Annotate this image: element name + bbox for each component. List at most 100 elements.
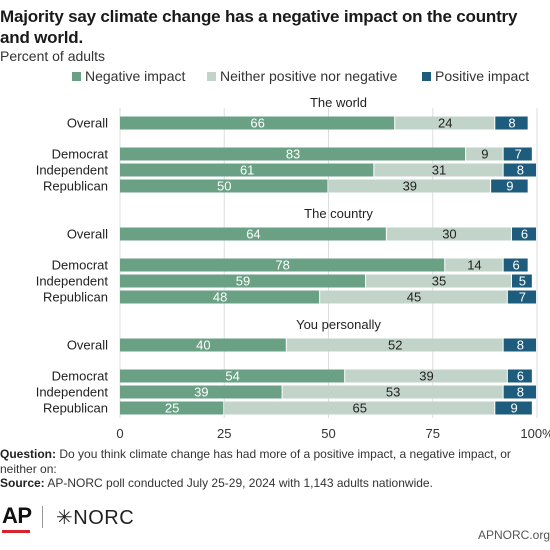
legend-label-positive: Positive impact <box>435 68 530 84</box>
data-label-neither: 65 <box>353 401 367 416</box>
bar-segment-negative-the-world-democrat <box>120 147 466 161</box>
data-label-negative: 83 <box>286 147 300 162</box>
bar-segment-neither-the-world-democrat <box>466 147 503 161</box>
category-label: Republican <box>43 401 108 416</box>
data-label-neither: 30 <box>442 227 456 242</box>
data-label-neither: 52 <box>388 338 402 353</box>
bar-segment-positive-the-world-republican <box>491 179 528 193</box>
data-label-positive: 6 <box>517 369 524 384</box>
bar-segment-neither-the-world-overall <box>395 116 495 130</box>
x-tick-label: 100% <box>520 426 550 441</box>
group-label: You personally <box>296 317 381 332</box>
data-label-negative: 78 <box>275 258 289 273</box>
legend-label-negative: Negative impact <box>85 68 186 84</box>
data-label-neither: 53 <box>386 385 400 400</box>
legend-swatch-neither <box>207 72 216 81</box>
bar-segment-positive-the-world-independent <box>503 163 536 177</box>
legend: Negative impact Neither positive nor neg… <box>0 68 550 86</box>
bar-segment-positive-the-world-overall <box>495 116 528 130</box>
bar-segment-positive-the-country-overall <box>511 227 536 241</box>
data-label-negative: 50 <box>217 179 231 194</box>
bar-segment-neither-the-country-republican <box>320 290 507 304</box>
bar-segment-positive-the-country-republican <box>507 290 536 304</box>
data-label-negative: 48 <box>213 290 227 305</box>
bar-segment-neither-you-personally-overall <box>286 338 503 352</box>
data-label-neither: 35 <box>432 274 446 289</box>
norc-logo-text: NORC <box>73 507 135 529</box>
category-label: Independent <box>36 385 109 400</box>
logo-divider <box>42 506 43 528</box>
category-label: Independent <box>36 163 109 178</box>
legend-item-positive: Positive impact <box>422 68 529 84</box>
bar-segment-neither-you-personally-democrat <box>345 369 507 383</box>
bar-segment-negative-the-country-independent <box>120 274 366 288</box>
legend-swatch-negative <box>72 72 81 81</box>
data-label-neither: 9 <box>481 147 488 162</box>
bar-segment-neither-the-world-republican <box>328 179 491 193</box>
question-text: Do you think climate change has had more… <box>0 447 511 476</box>
bar-segment-negative-you-personally-independent <box>120 385 282 399</box>
category-label: Independent <box>36 274 109 289</box>
bar-segment-neither-the-country-independent <box>366 274 511 288</box>
data-label-negative: 61 <box>240 163 254 178</box>
bar-segment-negative-the-world-republican <box>120 179 328 193</box>
question-label: Question: <box>0 447 56 461</box>
data-label-neither: 39 <box>403 179 417 194</box>
legend-item-negative: Negative impact <box>72 68 185 84</box>
bar-segment-neither-the-country-overall <box>386 227 511 241</box>
data-label-positive: 8 <box>508 116 515 131</box>
bar-segment-positive-the-world-democrat <box>503 147 532 161</box>
data-label-neither: 39 <box>419 369 433 384</box>
data-label-positive: 8 <box>517 385 524 400</box>
data-label-negative: 40 <box>196 338 210 353</box>
ap-logo: AP <box>2 503 32 528</box>
source-text: AP-NORC poll conducted July 25-29, 2024 … <box>47 476 433 490</box>
data-label-positive: 9 <box>510 401 517 416</box>
source-note: Source: AP-NORC poll conducted July 25-2… <box>0 476 548 491</box>
data-label-positive: 8 <box>517 163 524 178</box>
bar-segment-negative-you-personally-democrat <box>120 369 345 383</box>
chart-footer: Question: Do you think climate change ha… <box>0 447 548 491</box>
data-label-positive: 6 <box>513 258 520 273</box>
x-tick-label: 0 <box>116 426 123 441</box>
category-label: Republican <box>43 179 108 194</box>
bar-segment-neither-the-world-independent <box>374 163 503 177</box>
bar-segment-positive-you-personally-republican <box>495 401 532 415</box>
legend-item-neither: Neither positive nor negative <box>207 68 397 84</box>
category-label: Overall <box>67 338 108 353</box>
data-label-neither: 24 <box>438 116 452 131</box>
data-label-positive: 7 <box>519 290 526 305</box>
site-url: APNORC.org <box>477 528 550 542</box>
category-label: Republican <box>43 290 108 305</box>
bar-segment-neither-you-personally-republican <box>224 401 495 415</box>
data-label-neither: 45 <box>407 290 421 305</box>
x-tick-label: 25 <box>217 426 231 441</box>
data-label-negative: 66 <box>250 116 264 131</box>
bar-segment-negative-the-world-independent <box>120 163 374 177</box>
data-label-negative: 39 <box>194 385 208 400</box>
bar-segment-negative-you-personally-overall <box>120 338 286 352</box>
bar-segment-neither-the-country-democrat <box>445 258 503 272</box>
bar-segment-negative-the-world-overall <box>120 116 395 130</box>
group-label: The world <box>310 95 367 110</box>
data-label-negative: 25 <box>165 401 179 416</box>
data-label-negative: 59 <box>236 274 250 289</box>
data-label-positive: 7 <box>515 147 522 162</box>
data-label-positive: 8 <box>517 338 524 353</box>
norc-logo: ✳NORC <box>56 505 134 530</box>
data-label-positive: 5 <box>519 274 526 289</box>
norc-star-icon: ✳ <box>56 507 74 529</box>
data-label-neither: 31 <box>432 163 446 178</box>
question-note: Question: Do you think climate change ha… <box>0 447 548 476</box>
legend-swatch-positive <box>422 72 431 81</box>
bar-segment-positive-you-personally-overall <box>503 338 536 352</box>
bar-segment-neither-you-personally-independent <box>282 385 503 399</box>
bar-segment-positive-you-personally-independent <box>503 385 536 399</box>
category-label: Overall <box>67 227 108 242</box>
x-tick-label: 75 <box>426 426 440 441</box>
bar-segment-negative-the-country-republican <box>120 290 320 304</box>
category-label: Democrat <box>52 258 109 273</box>
x-tick-label: 50 <box>321 426 335 441</box>
ap-logo-underline <box>2 530 30 533</box>
